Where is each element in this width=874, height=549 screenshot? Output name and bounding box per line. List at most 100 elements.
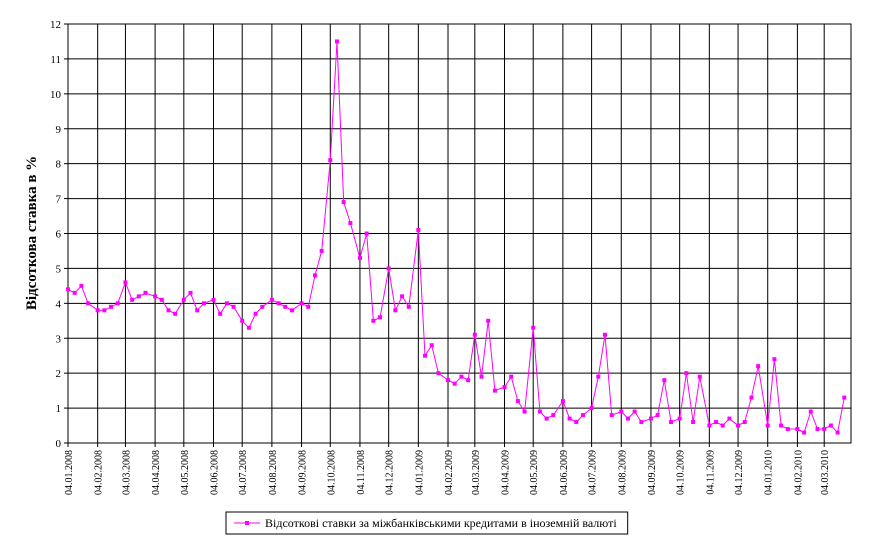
data-point <box>328 158 333 163</box>
data-point <box>72 290 77 295</box>
y-tick-label: 11 <box>50 54 61 66</box>
x-tick-label: 04.05.2009 <box>529 450 540 495</box>
data-point <box>567 416 572 421</box>
data-point <box>130 297 135 302</box>
data-point <box>283 304 288 309</box>
data-point <box>537 409 542 414</box>
data-point <box>677 416 682 421</box>
data-point <box>181 297 186 302</box>
data-point <box>822 427 827 432</box>
data-point <box>714 420 719 425</box>
legend: Відсоткові ставки за міжбанківськими кре… <box>225 511 629 535</box>
data-point <box>173 311 178 316</box>
data-point <box>246 325 251 330</box>
x-tick-label: 04.01.2010 <box>764 450 775 495</box>
x-tick-label: 04.12.2008 <box>385 450 396 495</box>
data-point <box>632 409 637 414</box>
data-point <box>260 304 265 309</box>
data-point <box>429 343 434 348</box>
data-point <box>357 255 362 260</box>
data-point <box>312 273 317 278</box>
x-tick-label: 04.06.2008 <box>209 450 220 495</box>
data-point <box>276 301 281 306</box>
y-tick-label: 12 <box>50 19 61 31</box>
x-tick-label: 04.09.2008 <box>298 450 309 495</box>
data-point <box>802 430 807 435</box>
data-point <box>115 301 120 306</box>
y-tick-label: 0 <box>56 438 62 450</box>
legend-marker <box>245 521 249 525</box>
data-point <box>765 423 770 428</box>
data-point <box>211 297 216 302</box>
data-point <box>697 374 702 379</box>
data-point <box>348 221 353 226</box>
data-point <box>842 395 847 400</box>
data-point <box>639 420 644 425</box>
data-point <box>808 409 813 414</box>
data-point <box>123 280 128 285</box>
x-tick-label: 04.08.2009 <box>617 450 628 495</box>
y-tick-label: 5 <box>56 263 62 275</box>
x-tick-label: 04.12.2009 <box>734 450 745 495</box>
y-tick-label: 10 <box>50 89 62 101</box>
data-point <box>772 357 777 362</box>
data-point <box>406 304 411 309</box>
data-point <box>289 308 294 313</box>
x-tick-label: 04.07.2008 <box>238 450 249 495</box>
data-point <box>835 430 840 435</box>
data-point <box>188 290 193 295</box>
data-point <box>79 283 84 288</box>
x-tick-label: 04.02.2009 <box>444 450 455 495</box>
data-point <box>551 413 556 418</box>
data-point <box>669 420 674 425</box>
y-tick-label: 1 <box>56 403 62 415</box>
y-tick-label: 2 <box>56 368 62 380</box>
x-tick-label: 04.11.2008 <box>356 450 367 495</box>
x-tick-label: 04.03.2008 <box>121 450 132 495</box>
data-point <box>785 427 790 432</box>
data-point <box>319 248 324 253</box>
data-point <box>707 423 712 428</box>
data-point <box>231 304 236 309</box>
y-axis-label: Відсоткова ставка в % <box>24 156 40 310</box>
x-tick-label: 04.04.2009 <box>500 450 511 495</box>
data-point <box>446 378 451 383</box>
x-tick-label: 04.04.2008 <box>151 450 162 495</box>
data-point <box>224 301 229 306</box>
data-point <box>492 388 497 393</box>
data-point <box>386 266 391 271</box>
legend-label: Відсоткові ставки за міжбанківськими кре… <box>265 516 617 530</box>
y-tick-label: 4 <box>56 298 62 310</box>
data-point <box>436 371 441 376</box>
data-point <box>602 332 607 337</box>
data-point <box>727 416 732 421</box>
data-point <box>472 332 477 337</box>
data-point <box>66 287 70 292</box>
x-tick-label: 04.10.2009 <box>676 450 687 495</box>
data-point <box>253 311 258 316</box>
data-point <box>560 399 565 404</box>
data-point <box>662 378 667 383</box>
data-point <box>334 39 339 44</box>
data-point <box>143 290 148 295</box>
data-point <box>502 385 507 390</box>
data-point <box>828 423 833 428</box>
data-point <box>515 399 520 404</box>
x-tick-label: 04.08.2008 <box>268 450 279 495</box>
data-point <box>684 371 689 376</box>
x-tick-label: 04.09.2009 <box>647 450 658 495</box>
x-tick-label: 04.07.2009 <box>588 450 599 495</box>
x-tick-label: 04.01.2008 <box>64 450 75 495</box>
x-tick-label: 04.05.2008 <box>180 450 191 495</box>
data-point <box>153 294 158 299</box>
data-point <box>756 364 761 369</box>
data-point <box>201 301 206 306</box>
data-point <box>393 308 398 313</box>
data-point <box>423 353 428 358</box>
data-point <box>364 231 369 236</box>
data-point <box>159 297 164 302</box>
data-point <box>574 420 579 425</box>
data-point <box>522 409 527 414</box>
legend-box <box>225 511 629 535</box>
